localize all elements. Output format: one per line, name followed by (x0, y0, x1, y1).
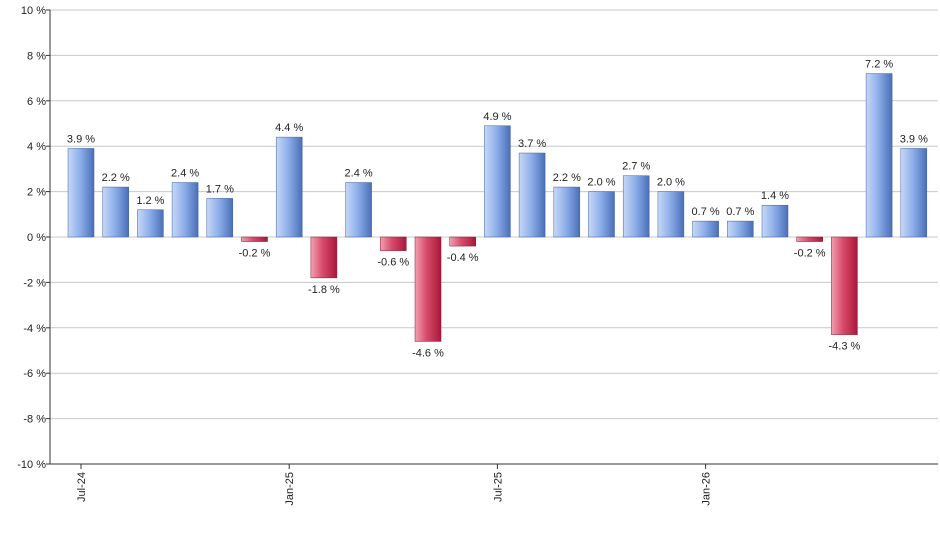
data-label-Jul-24: 3.9 % (67, 133, 95, 145)
x-tick-label-Jan-26: Jan-26 (701, 472, 713, 506)
data-label-Feb-26: 0.7 % (726, 206, 754, 218)
y-tick-label: 0 % (27, 232, 46, 244)
bar-Aug-25 (518, 152, 546, 238)
data-label-Jul-26: 3.9 % (900, 133, 928, 145)
data-label-Apr-25: -0.6 % (377, 257, 409, 269)
bar-Aug-24 (102, 186, 129, 238)
data-labels: 3.9 % 2.2 % 1.2 % 2.4 % 1.7 % -0.2 % 4.4 % -1.8… (67, 59, 928, 360)
data-label-Jun-25: -0.4 % (447, 252, 479, 264)
data-label-Oct-25: 2.0 % (587, 177, 615, 189)
x-tick-label-Jan-25: Jan-25 (284, 472, 296, 506)
data-label-Dec-24: -0.2 % (239, 248, 271, 260)
x-axis-tick-labels: Jul-24 Jan-25 Jul-25 Jan-26 (76, 464, 713, 506)
bar-Apr-25 (380, 236, 407, 251)
y-axis-tick-labels: -10 % -8 % -6 % -4 % -2 % 0 % 2 % 4 % 6 % 8 % 10 % (17, 5, 46, 471)
y-tick-label: 6 % (27, 96, 46, 108)
y-tick-label: -2 % (23, 277, 46, 289)
x-tick-label-Jul-24: Jul-24 (76, 472, 88, 502)
bar-Jun-26 (865, 73, 893, 238)
y-tick-label: -4 % (23, 323, 46, 335)
data-label-Jul-25: 4.9 % (483, 111, 511, 123)
data-label-Feb-25: -1.8 % (308, 284, 340, 296)
data-label-Nov-25: 2.7 % (622, 161, 650, 173)
bar-May-25 (414, 236, 442, 342)
bar-Oct-25 (588, 191, 615, 238)
bar-Mar-26 (761, 204, 789, 238)
y-tick-label: -8 % (23, 414, 46, 426)
y-tick-label: 4 % (27, 141, 46, 153)
bar-Dec-25 (657, 191, 685, 238)
bar-Dec-24 (241, 236, 268, 242)
bar-Jan-26 (692, 220, 719, 238)
bar-Jun-25 (449, 236, 476, 247)
bar-Sep-25 (553, 186, 581, 238)
data-label-Sep-24: 1.2 % (136, 195, 164, 207)
data-label-Jun-26: 7.2 % (865, 59, 893, 71)
y-tick-label: -6 % (23, 368, 46, 380)
data-label-Aug-25: 3.7 % (518, 138, 546, 150)
axes (49, 10, 938, 465)
data-label-Mar-26: 1.4 % (761, 190, 789, 202)
y-tick-label: -10 % (17, 459, 46, 471)
bar-Oct-24 (171, 182, 199, 238)
data-label-Oct-24: 2.4 % (171, 168, 199, 180)
data-label-Jan-26: 0.7 % (692, 206, 720, 218)
bar-Jan-25 (275, 136, 303, 238)
bars (67, 73, 928, 342)
bar-Feb-25 (310, 236, 338, 279)
data-label-Apr-26: -0.2 % (794, 248, 826, 260)
bar-Nov-24 (206, 198, 234, 238)
bar-Feb-26 (727, 220, 754, 238)
bar-Jul-26 (900, 148, 928, 238)
data-label-May-26: -4.3 % (829, 341, 861, 353)
y-tick-label: 8 % (27, 50, 46, 62)
data-label-Nov-24: 1.7 % (206, 183, 234, 195)
bar-Jul-25 (484, 125, 511, 238)
data-label-May-25: -4.6 % (412, 347, 444, 359)
bar-Apr-26 (796, 236, 823, 242)
bar-May-26 (831, 236, 858, 335)
bar-Sep-24 (137, 209, 164, 238)
y-tick-label: 2 % (27, 187, 46, 199)
bar-Nov-25 (622, 175, 650, 238)
data-label-Dec-25: 2.0 % (657, 177, 685, 189)
data-label-Mar-25: 2.4 % (345, 168, 373, 180)
bar-Mar-25 (345, 182, 372, 238)
data-label-Sep-25: 2.2 % (553, 172, 581, 184)
data-label-Aug-24: 2.2 % (102, 172, 130, 184)
y-tick-label: 10 % (21, 5, 46, 17)
bar-Jul-24 (67, 148, 95, 238)
data-label-Jan-25: 4.4 % (275, 122, 303, 134)
x-tick-label-Jul-25: Jul-25 (492, 472, 504, 502)
